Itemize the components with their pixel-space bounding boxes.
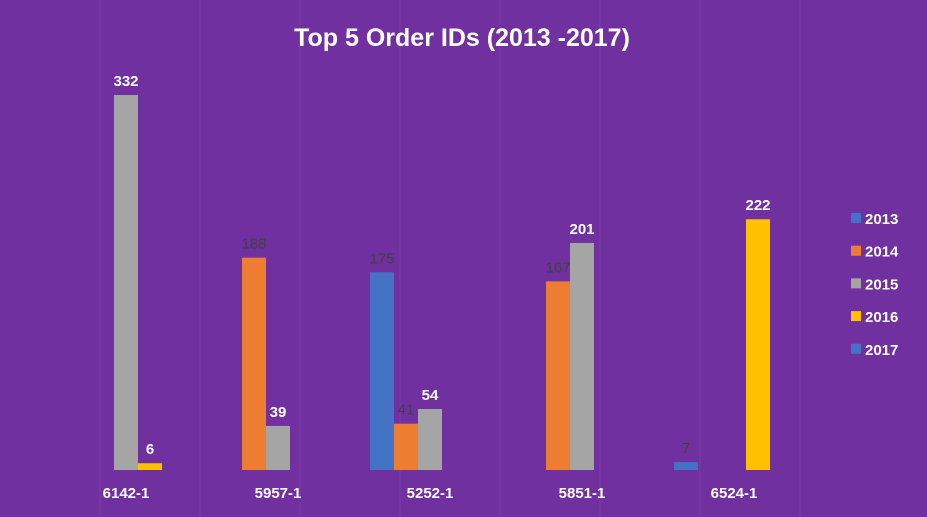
data-label-6142-1-2015: 332 [113, 73, 138, 90]
legend-swatch [851, 343, 861, 354]
legend-swatch [851, 278, 861, 289]
data-label-5252-1-2014: 41 [398, 402, 415, 419]
legend-item-2016[interactable]: 2016 [851, 309, 898, 326]
bar-6142-1-2015 [114, 95, 138, 470]
legend-item-2014[interactable]: 2014 [851, 244, 899, 261]
legend[interactable]: 2013 2014 2015 2016 2017 [851, 211, 899, 359]
legend-item-2017[interactable]: 2017 [851, 342, 898, 359]
legend-label: 2015 [865, 276, 898, 293]
bar-6524-1-2013 [674, 462, 698, 470]
x-tick-label: 5851-1 [559, 485, 606, 502]
bar-5957-1-2015 [266, 425, 290, 470]
data-label-5851-1-2014: 167 [545, 259, 570, 276]
legend-item-2013[interactable]: 2013 [851, 211, 898, 228]
data-label-5957-1-2014: 188 [241, 236, 266, 253]
data-label-6524-1-2016: 222 [745, 197, 770, 214]
bar-5957-1-2014 [242, 257, 266, 470]
bar-6524-1-2016 [746, 219, 770, 470]
bar-5252-1-2013 [370, 272, 394, 470]
bar-5252-1-2014 [394, 423, 418, 470]
x-tick-label: 6524-1 [711, 485, 758, 502]
data-labels: 332 6 188 39 175 41 54 167 201 7 222 [113, 73, 770, 458]
x-tick-label: 6142-1 [103, 485, 150, 502]
bar-5851-1-2014 [546, 281, 570, 470]
legend-label: 2014 [865, 244, 899, 261]
data-label-5252-1-2013: 175 [369, 250, 394, 267]
legend-label: 2017 [865, 342, 898, 359]
data-label-5957-1-2015: 39 [270, 404, 287, 421]
legend-item-2015[interactable]: 2015 [851, 276, 898, 293]
grid-lines [99, 0, 801, 517]
data-label-5851-1-2015: 201 [569, 221, 594, 238]
legend-swatch [851, 245, 861, 256]
data-label-5252-1-2015: 54 [422, 387, 439, 404]
bar-5252-1-2015 [418, 409, 442, 470]
legend-swatch [851, 213, 861, 223]
legend-label: 2013 [865, 211, 898, 228]
legend-label: 2016 [865, 309, 898, 326]
legend-swatch [851, 311, 861, 322]
bar-6142-1-2016 [138, 463, 162, 470]
bar-5851-1-2015 [570, 242, 594, 470]
bars [114, 95, 770, 470]
x-tick-label: 5957-1 [255, 485, 302, 502]
data-label-6142-1-2016: 6 [146, 441, 154, 458]
x-tick-label: 5252-1 [407, 485, 454, 502]
x-axis-ticks: 6142-1 5957-1 5252-1 5851-1 6524-1 [103, 485, 758, 502]
data-label-6524-1-2013: 7 [682, 440, 690, 457]
chart-title: Top 5 Order IDs (2013 -2017) [294, 24, 630, 52]
